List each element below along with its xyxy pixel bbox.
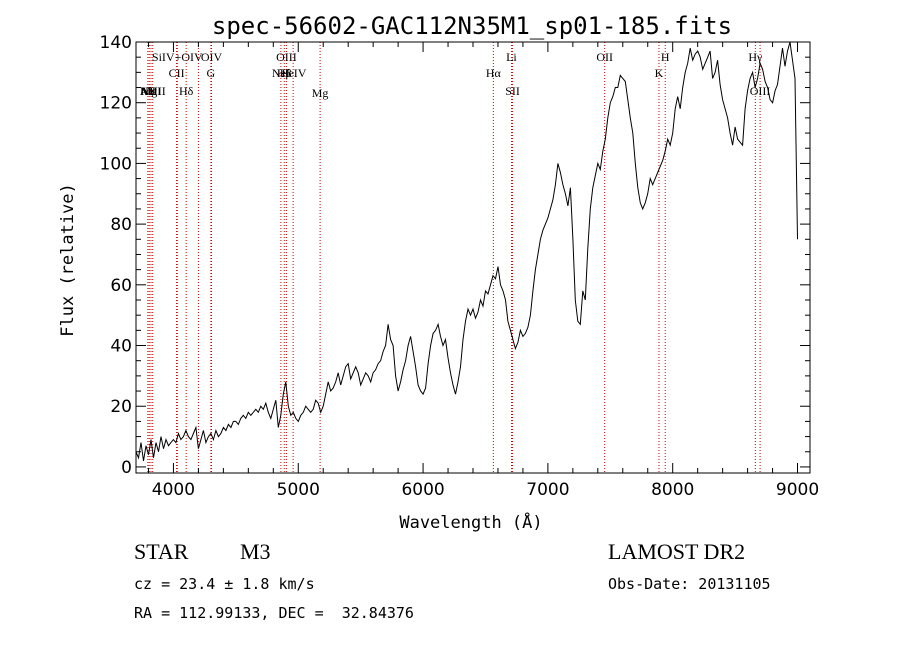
line-id-label: NeIII (140, 84, 166, 98)
line-id-label: Li (506, 50, 517, 64)
object-subclass: M3 (240, 539, 271, 564)
line-id-label: HeIV (280, 66, 307, 80)
line-id-label: AlI (140, 84, 156, 98)
x-tick-label: 8000 (651, 480, 694, 500)
x-axis-label: Wavelength (Å) (399, 511, 542, 533)
y-tick-label: 140 (100, 33, 132, 53)
line-id-label: NeI (272, 66, 290, 80)
line-id-label: Hβ (277, 66, 292, 80)
line-id-label: Mg (312, 86, 329, 100)
line-id-label: Hα (486, 66, 502, 80)
spectrum-line (135, 41, 798, 461)
line-id-label: H (661, 50, 670, 64)
line-id-label: Hγ (748, 50, 763, 64)
chart-title: spec-56602-GAC112N35M1_sp01-185.fits (212, 12, 732, 40)
line-id-label: SiIV+OIV (152, 50, 203, 64)
y-tick-label: 100 (100, 154, 132, 174)
x-tick-label: 6000 (401, 480, 444, 500)
line-id-label: CII (169, 66, 185, 80)
y-axis-label: Flux (relative) (58, 183, 78, 337)
y-tick-label: 20 (110, 397, 132, 417)
y-axis-ticks: 0 20 40 60 80 100 120 140 (100, 33, 810, 478)
obs-date: Obs-Date: 20131105 (608, 575, 771, 593)
line-markers (147, 42, 761, 473)
y-tick-label: 120 (100, 94, 132, 114)
plot-frame (135, 41, 811, 474)
line-id-label: K (655, 66, 664, 80)
spectrum-chart: spec-56602-GAC112N35M1_sp01-185.fits AlI… (58, 12, 819, 533)
line-id-label: Hδ (179, 84, 194, 98)
line-id-label: MgI (141, 84, 162, 98)
x-tick-label: 4000 (152, 480, 195, 500)
coordinates: RA = 112.99133, DEC = 32.84376 (134, 604, 414, 622)
x-tick-label: 9000 (776, 480, 819, 500)
line-id-label: G (207, 66, 216, 80)
line-id-label: NII (141, 84, 158, 98)
x-tick-label: 5000 (277, 480, 320, 500)
y-tick-label: 0 (121, 458, 132, 478)
line-id-label: OII (596, 50, 613, 64)
y-tick-label: 60 (110, 276, 132, 296)
x-tick-label: 7000 (526, 480, 569, 500)
survey-name: LAMOST DR2 (608, 539, 746, 564)
object-class: STAR (134, 539, 189, 564)
redshift-value: cz = 23.4 ± 1.8 km/s (134, 575, 315, 593)
line-id-label: SII (505, 84, 520, 98)
line-id-label: OIII (276, 50, 297, 64)
y-tick-label: 80 (110, 215, 132, 235)
line-id-label: OIV (201, 50, 223, 64)
x-axis-ticks: 4000 5000 6000 7000 8000 9000 (147, 42, 819, 500)
y-tick-label: 40 (110, 337, 132, 357)
